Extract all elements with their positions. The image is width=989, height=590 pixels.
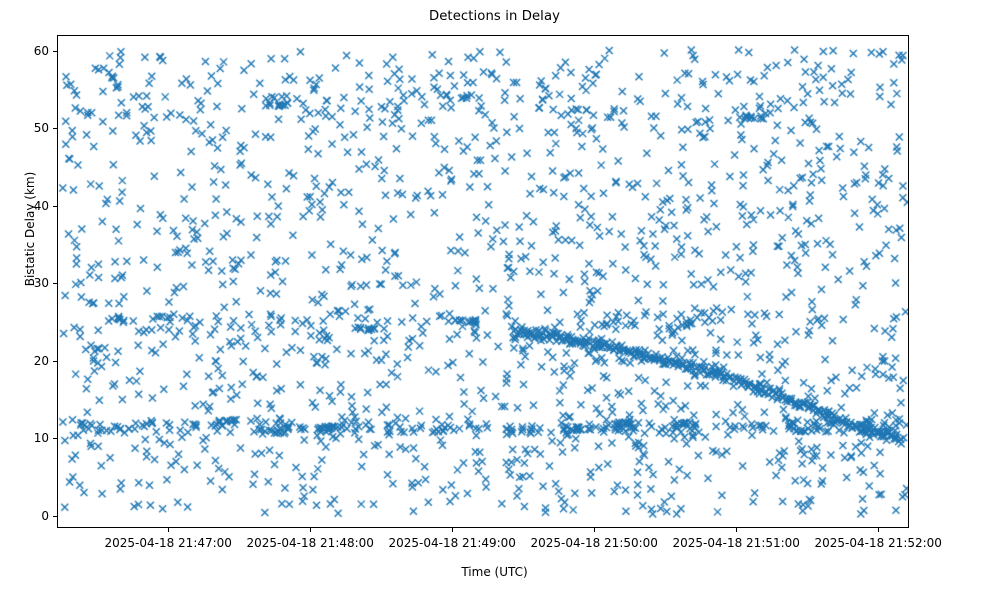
x-axis-label: Time (UTC) [461, 565, 528, 579]
y-tick-mark [53, 283, 57, 284]
x-tick-label: 2025-04-18 21:48:00 [246, 536, 374, 550]
y-tick-label: 60 [33, 43, 49, 58]
y-tick-label: 20 [33, 353, 49, 368]
y-tick-mark [53, 361, 57, 362]
x-tick-mark [736, 528, 737, 532]
x-tick-mark [168, 528, 169, 532]
plot-area [57, 35, 909, 528]
y-axis-tick-labels: 0 10 20 30 40 50 60 [0, 0, 49, 590]
x-tick-label: 2025-04-18 21:50:00 [530, 536, 658, 550]
scatter-plot-canvas [58, 36, 908, 527]
x-tick-label: 2025-04-18 21:47:00 [104, 536, 232, 550]
y-tick-label: 0 [41, 508, 49, 523]
x-tick-label: 2025-04-18 21:51:00 [672, 536, 800, 550]
y-tick-mark [53, 516, 57, 517]
y-tick-label: 30 [33, 276, 49, 291]
x-tick-mark [452, 528, 453, 532]
y-tick-label: 40 [33, 198, 49, 213]
chart-title: Detections in Delay [428, 9, 561, 24]
y-tick-label: 50 [33, 121, 49, 136]
y-tick-mark [53, 206, 57, 207]
y-axis-label: Bistatic Delay (km) [23, 171, 37, 287]
y-tick-label: 10 [33, 431, 49, 446]
x-tick-label: 2025-04-18 21:52:00 [814, 536, 942, 550]
x-tick-mark [594, 528, 595, 532]
y-tick-mark [53, 128, 57, 129]
y-tick-mark [53, 51, 57, 52]
x-tick-mark [878, 528, 879, 532]
x-tick-mark [310, 528, 311, 532]
x-tick-label: 2025-04-18 21:49:00 [388, 536, 516, 550]
y-tick-mark [53, 438, 57, 439]
